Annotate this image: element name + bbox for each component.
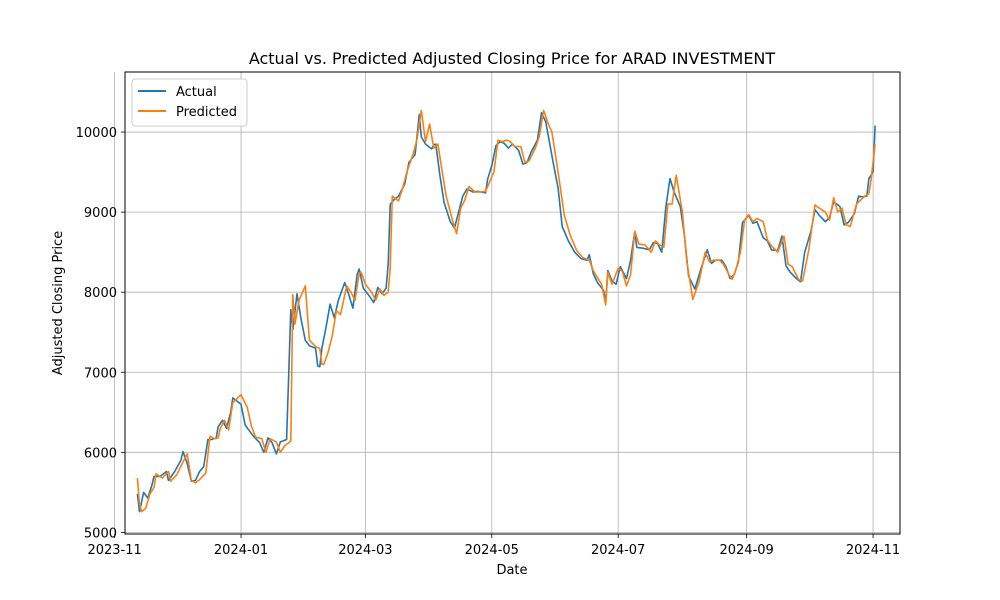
x-tick-label: 2024-09 <box>719 543 773 558</box>
x-tick-label: 2023-11 <box>87 543 141 558</box>
y-tick-label: 5000 <box>84 526 117 541</box>
predicted-series-line <box>136 109 876 513</box>
plot-area <box>125 72 900 534</box>
y-tick-label: 9000 <box>84 206 117 221</box>
axis-ticks: 2023-11 2024-01 2024-03 2024-05 2024-07 2024-… <box>76 126 901 558</box>
x-axis-label: Date <box>496 563 527 578</box>
x-tick-label: 2024-05 <box>465 543 519 558</box>
legend: Actual Predicted <box>131 78 248 127</box>
x-tick-label: 2024-11 <box>846 543 900 558</box>
x-tick-label: 2024-01 <box>214 543 268 558</box>
y-tick-label: 6000 <box>84 446 117 461</box>
x-tick-label: 2024-03 <box>338 543 392 558</box>
grid <box>114 72 900 534</box>
plot-frame <box>124 71 901 535</box>
legend-label-predicted: Predicted <box>176 105 237 120</box>
y-tick-label: 10000 <box>76 126 117 141</box>
chart-title: Actual vs. Predicted Adjusted Closing Pr… <box>249 49 776 68</box>
series-lines <box>136 109 876 513</box>
y-tick-label: 8000 <box>84 286 117 301</box>
legend-label-actual: Actual <box>176 85 217 100</box>
y-tick-label: 7000 <box>84 366 117 381</box>
y-axis-label: Adjusted Closing Price <box>51 231 66 375</box>
x-tick-label: 2024-07 <box>591 543 645 558</box>
